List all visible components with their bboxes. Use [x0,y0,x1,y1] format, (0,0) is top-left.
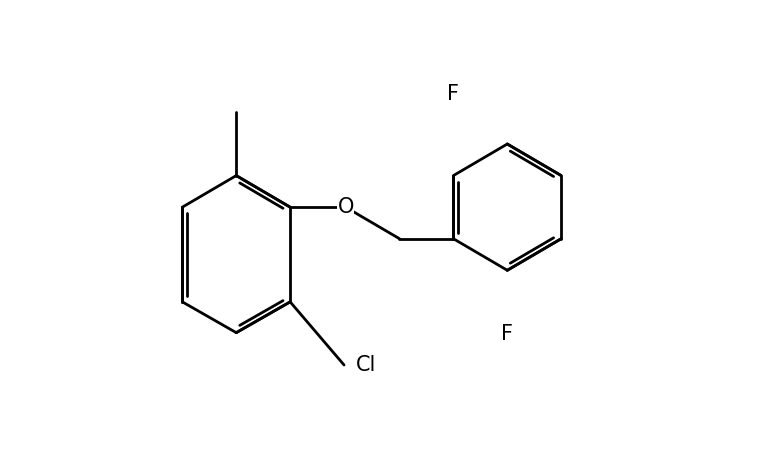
Text: F: F [501,324,513,344]
Text: Cl: Cl [356,355,376,375]
Text: F: F [447,84,459,104]
Text: O: O [338,197,354,217]
